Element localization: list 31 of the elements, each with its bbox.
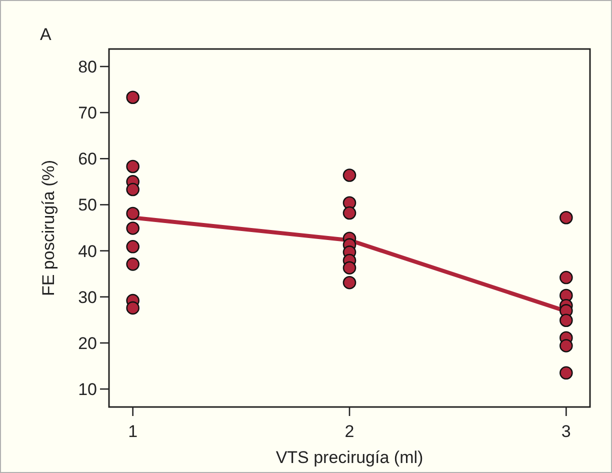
y-tick-label: 20: [78, 334, 97, 353]
text: A: [40, 25, 52, 44]
point: [342, 206, 356, 220]
point: [560, 314, 573, 328]
x-tick-label: 1: [128, 422, 138, 441]
point: [126, 182, 140, 196]
y-tick-label: 70: [78, 104, 97, 123]
point: [126, 258, 140, 271]
y-tick-label: 30: [78, 288, 97, 307]
point: [560, 339, 573, 352]
point: [560, 366, 573, 380]
point: [126, 160, 140, 174]
point: [126, 222, 140, 235]
x-tick-label: 3: [561, 422, 571, 441]
y-tick-label: 50: [78, 196, 97, 215]
y-axis-title: FE poscirugía (%): [39, 160, 58, 296]
point: [126, 90, 140, 104]
point: [560, 210, 573, 224]
x-axis-title: VTS precirugía (ml): [276, 448, 424, 467]
y-tick-label: 10: [78, 380, 97, 399]
x-tick-label: 2: [344, 422, 354, 441]
point: [342, 168, 356, 182]
point: [560, 270, 573, 284]
point: [126, 301, 140, 315]
point: [126, 206, 140, 220]
y-tick-label: 60: [78, 150, 97, 169]
y-tick-label: 40: [78, 242, 97, 261]
point: [342, 261, 356, 275]
point: [126, 240, 140, 254]
y-tick-label: 80: [78, 57, 97, 76]
point: [342, 276, 356, 290]
